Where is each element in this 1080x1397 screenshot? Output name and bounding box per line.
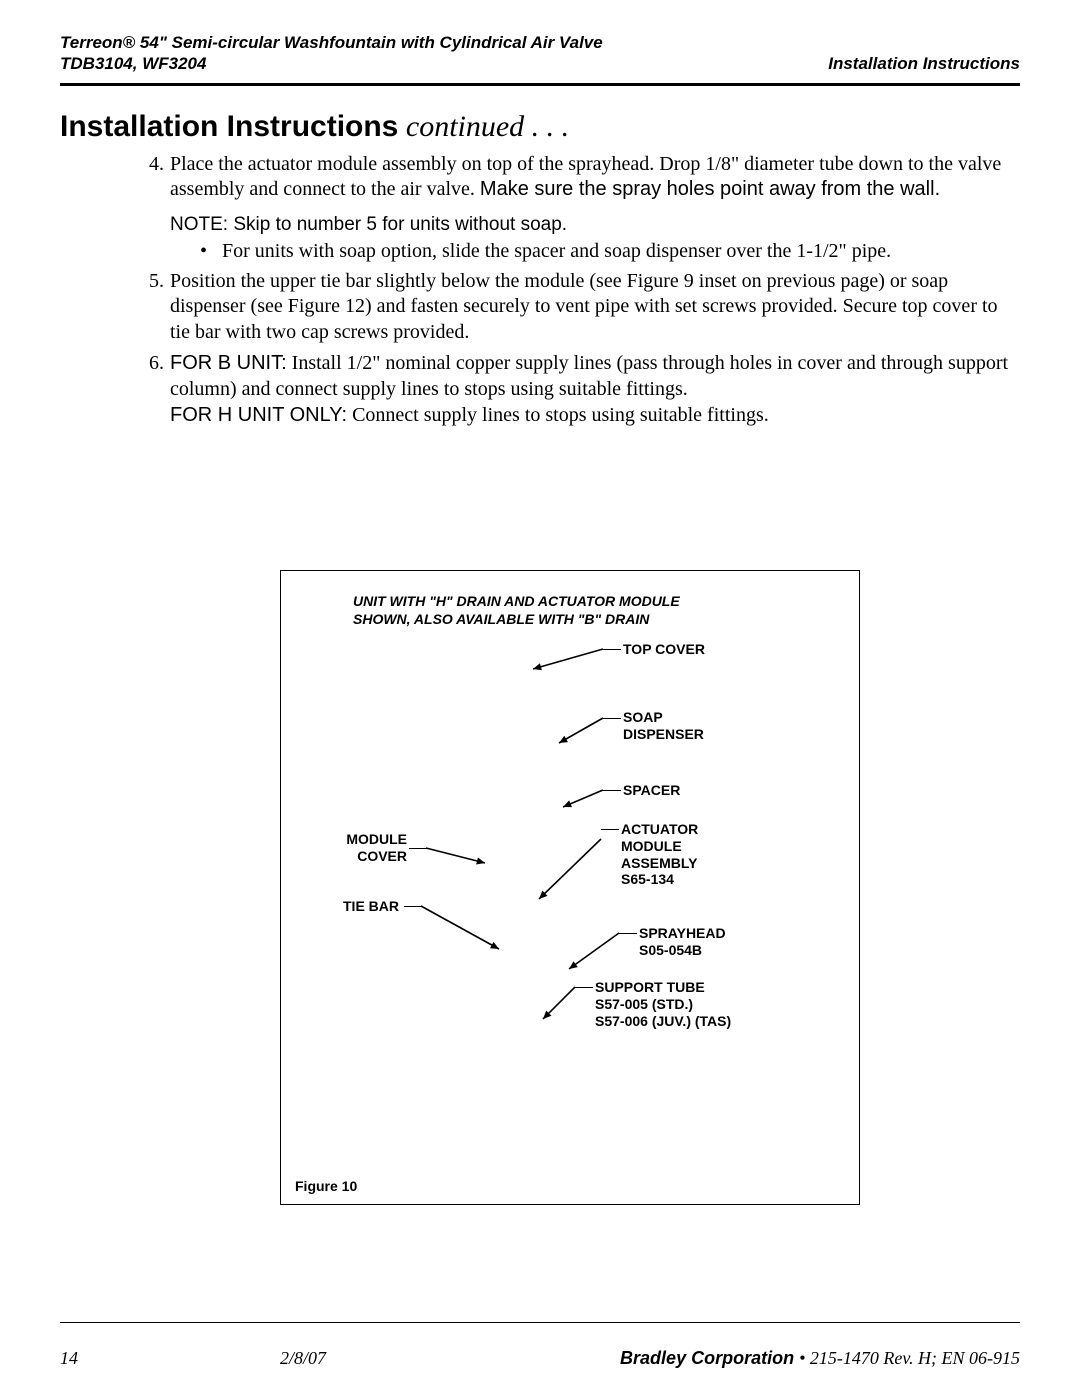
note-skip: NOTE: Skip to number 5 for units without… <box>170 213 1020 237</box>
footer-page: 14 <box>60 1348 78 1369</box>
body-text: 4. Place the actuator module assembly on… <box>60 152 1020 429</box>
header-rule <box>60 83 1020 86</box>
soap-bullet-text: For units with soap option, slide the sp… <box>222 239 891 265</box>
footer-date: 2/8/07 <box>280 1348 326 1369</box>
step-6-h-text: Connect supply lines to stops using suit… <box>347 404 769 426</box>
figure-arrows <box>281 571 861 1206</box>
page-header: Terreon® 54" Semi-circular Washfountain … <box>60 32 1020 81</box>
step-4-number: 4. <box>134 152 170 203</box>
step-5-number: 5. <box>134 269 170 346</box>
step-5-text: Position the upper tie bar slightly belo… <box>170 269 1020 346</box>
section-title-continued: continued . . . <box>398 110 569 143</box>
header-product: Terreon® 54" Semi-circular Washfountain … <box>60 32 603 75</box>
step-4-text-b: Make sure the spray holes point away fro… <box>480 178 940 200</box>
step-4: 4. Place the actuator module assembly on… <box>134 152 1020 203</box>
figure-caption: Figure 10 <box>295 1178 357 1194</box>
page-footer: 14 2/8/07 Bradley Corporation • 215-1470… <box>60 1348 1020 1369</box>
step-6-h-label: FOR H UNIT ONLY: <box>170 404 347 426</box>
step-5: 5. Position the upper tie bar slightly b… <box>134 269 1020 346</box>
footer-corp-bold: Bradley Corporation <box>620 1348 799 1368</box>
step-6: 6. FOR B UNIT: Install 1/2" nominal copp… <box>134 351 1020 428</box>
footer-corp-rest: • 215-1470 Rev. H; EN 06-915 <box>799 1348 1020 1368</box>
soap-bullet: • For units with soap option, slide the … <box>200 239 1020 265</box>
step-6-b-text: Install 1/2" nominal copper supply lines… <box>170 352 1008 400</box>
step-6-number: 6. <box>134 351 170 428</box>
section-title-main: Installation Instructions <box>60 110 398 143</box>
figure-10: UNIT WITH "H" DRAIN AND ACTUATOR MODULE … <box>280 570 860 1205</box>
header-doctype: Installation Instructions <box>828 53 1020 74</box>
header-product-line1: Terreon® 54" Semi-circular Washfountain … <box>60 32 603 53</box>
section-title: Installation Instructions continued . . … <box>60 110 1020 144</box>
bullet-dot: • <box>200 239 222 265</box>
header-product-line2: TDB3104, WF3204 <box>60 53 603 74</box>
footer-corp: Bradley Corporation • 215-1470 Rev. H; E… <box>620 1348 1020 1369</box>
footer-rule <box>60 1322 1020 1323</box>
step-6-b-label: FOR B UNIT: <box>170 352 287 374</box>
